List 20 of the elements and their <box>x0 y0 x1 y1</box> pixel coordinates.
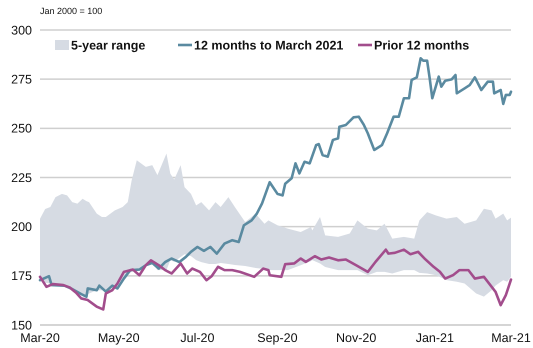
y-tick-label: 150 <box>11 318 32 332</box>
legend-label: 5-year range <box>71 38 146 52</box>
x-tick-label: Mar-20 <box>20 331 60 345</box>
line-series <box>38 248 512 311</box>
y-tick-label: 175 <box>11 269 32 284</box>
x-tick-label: Nov-20 <box>336 331 376 345</box>
x-tick-label: Jan-21 <box>416 331 454 345</box>
legend-label: 12 months to March 2021 <box>194 38 344 52</box>
x-tick-label: May-20 <box>98 331 140 345</box>
y-tick-label: 200 <box>11 220 32 234</box>
y-tick-label: 275 <box>11 72 32 87</box>
legend-label: Prior 12 months <box>374 38 470 52</box>
x-tick-label: Jul-20 <box>180 331 214 345</box>
y-tick-label: 225 <box>11 170 32 185</box>
y-tick-label: 300 <box>11 23 32 38</box>
x-tick-label: Mar-21 <box>491 331 531 345</box>
line-series <box>38 57 512 298</box>
y-axis-title: Jan 2000 = 100 <box>40 6 102 16</box>
y-tick-label: 250 <box>11 122 32 136</box>
x-tick-label: Sep-20 <box>257 331 298 345</box>
